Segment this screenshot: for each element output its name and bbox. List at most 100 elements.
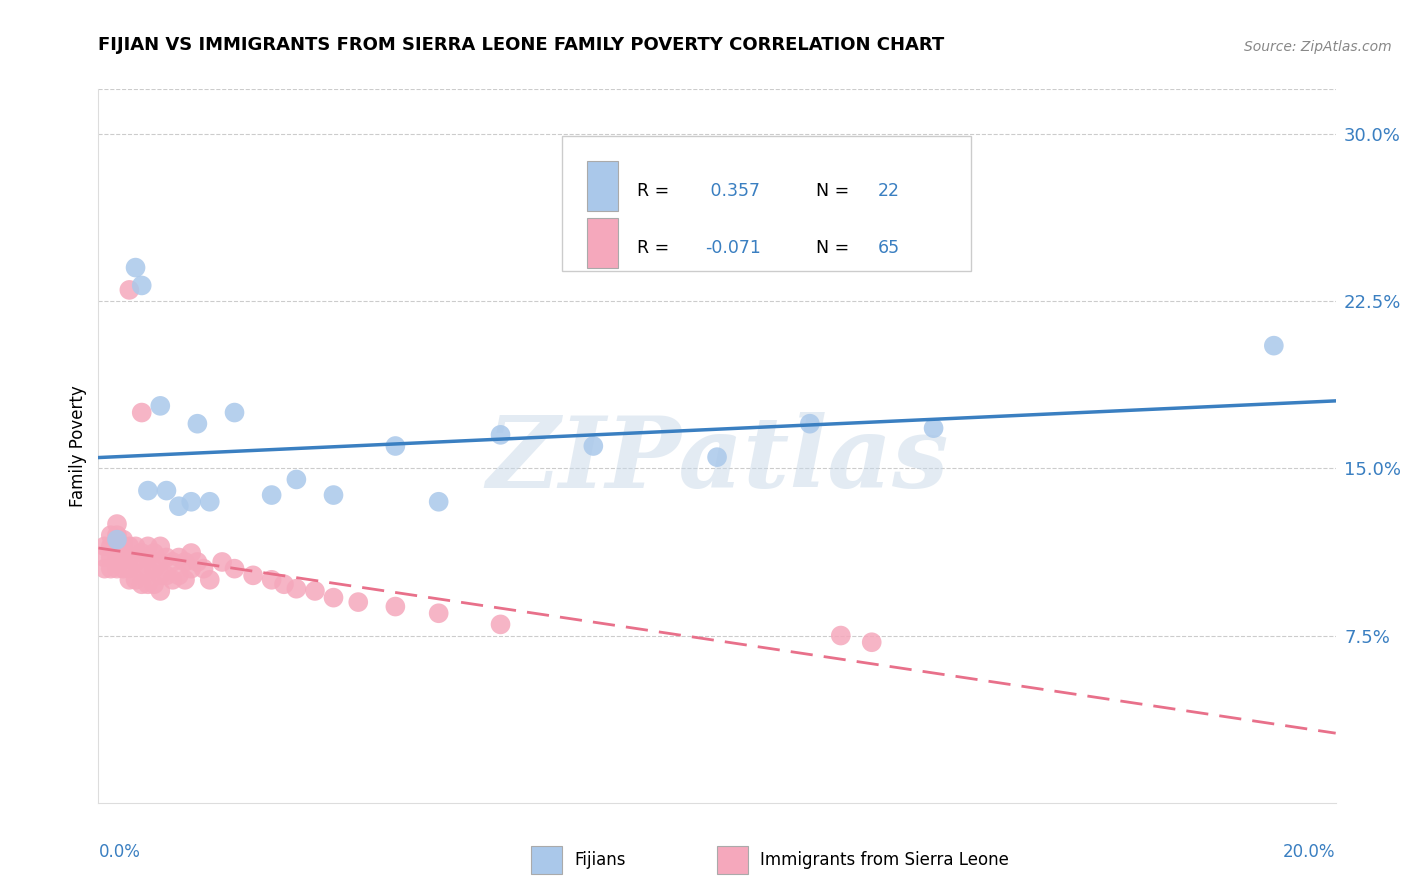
Text: 0.0%: 0.0% [98, 843, 141, 861]
Point [118, 550, 141, 565]
Point [186, 555, 208, 569]
Point [167, 550, 190, 565]
Point [211, 555, 233, 569]
Point [105, 517, 128, 532]
Point [105, 550, 128, 565]
Point [93, 550, 115, 565]
Point [105, 533, 128, 547]
Point [180, 546, 202, 560]
Point [136, 550, 159, 565]
Text: R =: R = [637, 239, 675, 257]
Point [143, 562, 166, 576]
Point [260, 573, 283, 587]
Point [105, 528, 128, 542]
Text: Immigrants from Sierra Leone: Immigrants from Sierra Leone [761, 851, 1010, 869]
Point [224, 405, 246, 420]
Point [273, 577, 295, 591]
Point [136, 577, 159, 591]
Point [174, 555, 197, 569]
Point [322, 591, 344, 605]
Point [100, 562, 122, 576]
Point [100, 550, 122, 565]
Text: R =: R = [637, 182, 675, 200]
Point [136, 562, 159, 576]
Point [131, 562, 153, 576]
Point [706, 450, 728, 465]
Point [180, 494, 202, 508]
Point [149, 583, 172, 598]
Text: N =: N = [815, 182, 855, 200]
Point [112, 562, 135, 576]
Point [100, 539, 122, 553]
Point [260, 488, 283, 502]
Point [427, 494, 450, 508]
Point [285, 582, 308, 596]
Point [582, 439, 605, 453]
Point [118, 539, 141, 553]
Text: -0.071: -0.071 [704, 239, 761, 257]
Point [384, 439, 406, 453]
Point [830, 628, 852, 642]
Point [489, 427, 512, 442]
Text: Source: ZipAtlas.com: Source: ZipAtlas.com [1244, 40, 1392, 54]
Point [118, 562, 141, 576]
Point [105, 562, 128, 576]
Point [167, 500, 190, 514]
Point [124, 555, 146, 569]
Point [860, 635, 883, 649]
Text: 65: 65 [877, 239, 900, 257]
Point [93, 539, 115, 553]
Text: 0.357: 0.357 [704, 182, 759, 200]
Point [285, 473, 308, 487]
Point [799, 417, 821, 431]
Point [347, 595, 370, 609]
Point [112, 550, 135, 565]
Point [304, 583, 326, 598]
Point [162, 555, 184, 569]
Text: Fijians: Fijians [575, 851, 626, 869]
Point [131, 546, 153, 560]
Text: 20.0%: 20.0% [1284, 843, 1336, 861]
Text: N =: N = [815, 239, 855, 257]
Point [155, 550, 177, 565]
Point [167, 568, 190, 582]
Point [180, 562, 202, 576]
Point [198, 494, 221, 508]
Point [322, 488, 344, 502]
Point [131, 278, 153, 293]
Point [131, 577, 153, 591]
Point [131, 405, 153, 420]
Text: FIJIAN VS IMMIGRANTS FROM SIERRA LEONE FAMILY POVERTY CORRELATION CHART: FIJIAN VS IMMIGRANTS FROM SIERRA LEONE F… [98, 36, 945, 54]
Point [124, 539, 146, 553]
Point [136, 483, 159, 498]
Point [112, 533, 135, 547]
Point [162, 573, 184, 587]
FancyBboxPatch shape [717, 846, 748, 874]
FancyBboxPatch shape [531, 846, 562, 874]
FancyBboxPatch shape [588, 219, 619, 268]
Point [143, 577, 166, 591]
Point [136, 539, 159, 553]
Text: 22: 22 [877, 182, 900, 200]
Point [118, 283, 141, 297]
Point [93, 562, 115, 576]
Point [149, 555, 172, 569]
Point [186, 417, 208, 431]
Text: ZIPatlas: ZIPatlas [486, 412, 948, 508]
Point [149, 568, 172, 582]
Point [1263, 338, 1285, 352]
Point [155, 483, 177, 498]
Point [242, 568, 264, 582]
Point [922, 421, 945, 435]
Point [224, 562, 246, 576]
Point [174, 573, 197, 587]
Point [427, 607, 450, 621]
Point [124, 573, 146, 587]
Y-axis label: Family Poverty: Family Poverty [69, 385, 87, 507]
Point [100, 528, 122, 542]
Point [124, 260, 146, 275]
Point [112, 539, 135, 553]
Point [118, 573, 141, 587]
Point [155, 568, 177, 582]
Point [489, 617, 512, 632]
